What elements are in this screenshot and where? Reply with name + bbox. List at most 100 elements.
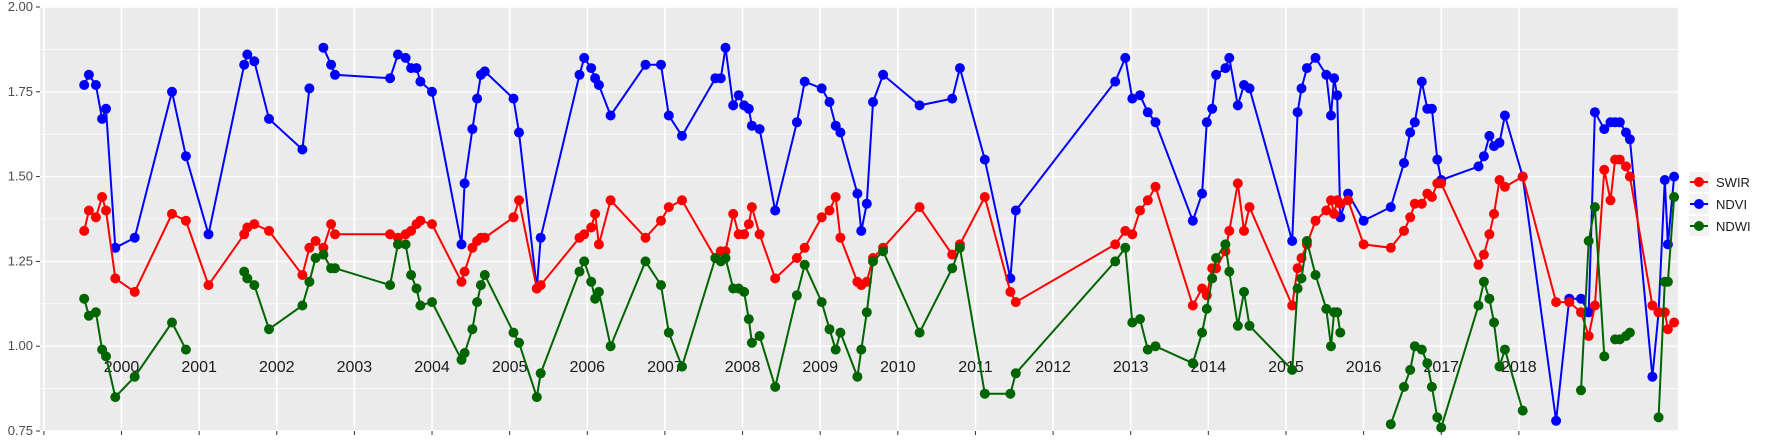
y-tick-label: 1.75 — [8, 84, 33, 99]
data-point-swir — [1576, 307, 1586, 318]
year-label: 2010 — [880, 359, 916, 376]
data-point-ndwi — [1426, 381, 1437, 392]
data-point-swir — [746, 202, 757, 213]
data-point-ndwi — [1405, 364, 1416, 375]
data-point-swir — [1232, 178, 1243, 189]
data-point-ndwi — [90, 307, 101, 318]
data-point-swir — [1436, 178, 1447, 189]
data-point-swir — [1329, 208, 1340, 219]
y-tick-label: 2.00 — [8, 0, 33, 14]
legend-label-swir: SWIR — [1716, 175, 1750, 190]
year-label: 2005 — [492, 359, 528, 376]
data-point-swir — [1224, 225, 1235, 236]
data-point-ndvi — [1120, 52, 1131, 63]
data-point-ndwi — [1335, 327, 1346, 338]
data-point-ndvi — [318, 42, 329, 53]
data-point-ndwi — [110, 392, 121, 403]
data-point-ndvi — [97, 113, 108, 124]
data-point-swir — [203, 280, 214, 291]
data-point-swir — [1127, 229, 1138, 240]
year-label: 2008 — [725, 359, 761, 376]
data-point-swir — [97, 192, 108, 202]
year-label: 2011 — [958, 359, 993, 376]
data-point-ndvi — [79, 80, 90, 90]
data-point-ndwi — [663, 327, 674, 338]
data-point-ndwi — [531, 392, 542, 403]
series-line-ndwi — [1580, 206, 1606, 391]
y-tick-label: 1.25 — [8, 253, 33, 268]
data-point-ndvi — [1207, 103, 1218, 114]
data-point-ndvi — [1232, 100, 1243, 111]
data-point-swir — [129, 286, 140, 297]
data-point-swir — [1399, 225, 1409, 236]
data-point-ndvi — [1405, 127, 1416, 138]
year-label: 2012 — [1035, 359, 1071, 376]
data-point-swir — [1385, 242, 1396, 253]
year-label: 2013 — [1113, 359, 1149, 376]
data-point-ndvi — [1576, 293, 1586, 304]
data-point-ndwi — [1296, 273, 1307, 284]
y-tick-label: 0.75 — [8, 423, 33, 438]
data-point-ndvi — [728, 100, 739, 111]
data-point-ndwi — [852, 371, 863, 382]
data-point-ndvi — [770, 205, 781, 216]
data-point-swir — [1621, 161, 1631, 172]
data-point-swir — [1416, 198, 1427, 209]
data-point-ndvi — [663, 110, 674, 121]
data-point-ndvi — [129, 232, 140, 243]
data-point-swir — [586, 222, 597, 233]
data-point-ndvi — [1659, 175, 1670, 185]
data-point-ndwi — [1662, 276, 1673, 287]
data-point-swir — [479, 232, 490, 243]
data-point-ndwi — [1224, 266, 1235, 277]
data-point-ndvi — [1426, 103, 1437, 114]
legend-marker — [1694, 177, 1704, 187]
data-point-ndvi — [1301, 63, 1312, 74]
data-point-ndvi — [1310, 52, 1321, 63]
data-point-ndvi — [743, 103, 754, 114]
data-point-ndvi — [856, 225, 867, 236]
data-point-ndwi — [861, 307, 872, 318]
data-point-swir — [979, 192, 990, 202]
data-point-swir — [1517, 171, 1528, 182]
data-point-ndvi — [1135, 90, 1145, 101]
data-point-ndwi — [579, 256, 590, 267]
data-point-ndvi — [110, 242, 121, 253]
data-point-swir — [1239, 225, 1249, 236]
legend-marker — [1694, 199, 1704, 209]
data-point-ndwi — [1220, 239, 1231, 250]
data-point-ndwi — [1478, 276, 1489, 287]
data-point-ndvi — [427, 86, 437, 97]
data-point-swir — [1310, 215, 1321, 226]
data-point-ndwi — [1326, 341, 1336, 352]
data-point-ndwi — [167, 317, 177, 328]
data-point-ndvi — [1385, 202, 1396, 213]
data-point-ndvi — [304, 83, 315, 94]
data-point-swir — [406, 225, 417, 236]
data-point-swir — [1187, 300, 1198, 311]
data-point-swir — [1564, 297, 1575, 308]
data-point-ndwi — [1005, 388, 1016, 399]
data-point-swir — [640, 232, 651, 243]
data-point-ndvi — [754, 124, 765, 135]
data-point-ndwi — [743, 314, 754, 325]
data-point-ndwi — [1599, 351, 1610, 362]
data-point-swir — [1583, 331, 1594, 341]
data-point-ndwi — [1197, 327, 1208, 338]
data-point-ndwi — [392, 239, 403, 250]
data-point-swir — [264, 225, 274, 236]
data-point-ndwi — [479, 270, 490, 280]
data-point-ndvi — [1321, 69, 1332, 80]
data-point-ndwi — [318, 249, 329, 260]
data-point-swir — [1624, 171, 1635, 182]
data-point-ndvi — [249, 56, 260, 67]
data-point-ndwi — [264, 324, 274, 335]
data-point-swir — [459, 266, 470, 277]
data-point-ndvi — [264, 113, 274, 124]
data-point-swir — [1287, 300, 1298, 311]
data-point-swir — [1010, 297, 1021, 308]
data-point-ndvi — [835, 127, 846, 138]
data-point-ndwi — [415, 300, 426, 311]
data-point-ndwi — [1142, 344, 1153, 355]
data-point-ndvi — [83, 69, 94, 80]
